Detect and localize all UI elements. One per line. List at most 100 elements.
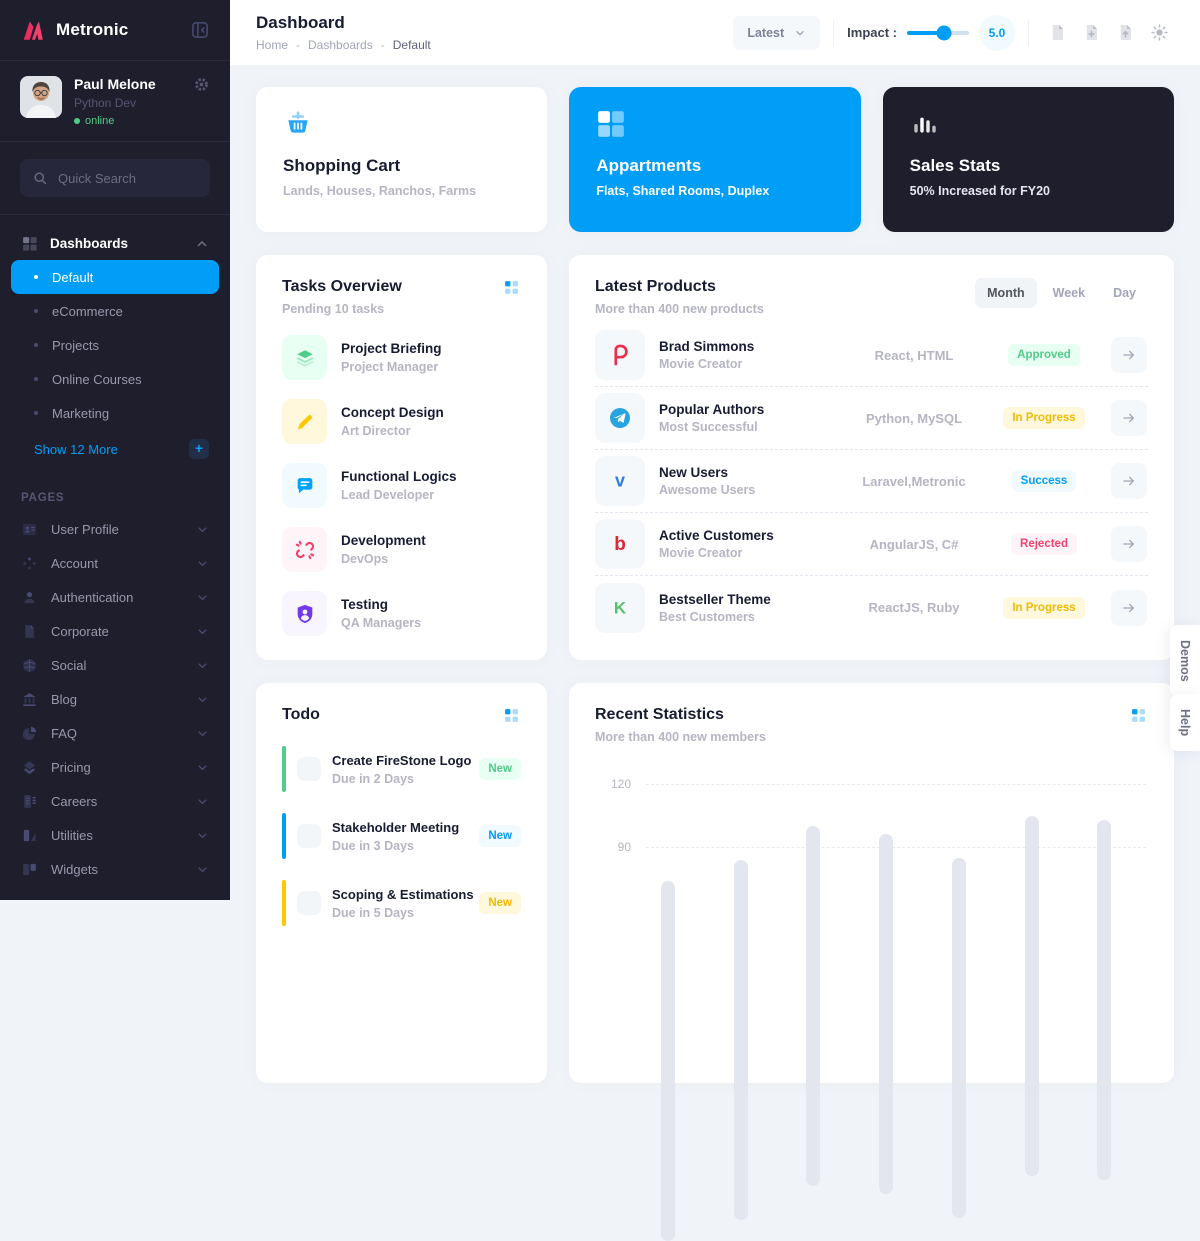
- svg-text:K: K: [614, 598, 627, 617]
- telegram-icon: [595, 393, 645, 443]
- chart-gridline: [646, 784, 1146, 785]
- chevron-down-icon: [196, 523, 209, 536]
- chevron-down-icon: [196, 693, 209, 706]
- todo-title: Todo: [282, 706, 320, 723]
- logo-row: Metronic: [0, 0, 230, 61]
- breadcrumb-item[interactable]: Default: [381, 38, 431, 52]
- card-menu-dots-icon[interactable]: [502, 706, 521, 725]
- arrow-right-icon[interactable]: [1111, 463, 1147, 499]
- help-side-tab[interactable]: Help: [1170, 694, 1200, 752]
- arrow-right-icon[interactable]: [1111, 337, 1147, 373]
- arrow-right-icon[interactable]: [1111, 400, 1147, 436]
- status-badge: Success: [1011, 470, 1077, 492]
- stat-card[interactable]: Shopping Cart Lands, Houses, Ranchos, Fa…: [256, 87, 548, 232]
- stat-card[interactable]: Sales Stats 50% Increased for FY20: [882, 87, 1174, 232]
- sidebar-item[interactable]: Authentication: [11, 580, 219, 614]
- sidebar-item[interactable]: Account: [11, 546, 219, 580]
- chart-gridline: [646, 847, 1146, 848]
- task-title: Testing: [341, 597, 388, 612]
- sidebar-item[interactable]: Pricing: [11, 750, 219, 784]
- sidebar-item[interactable]: Corporate: [11, 614, 219, 648]
- user-profile-card: Paul Melone Python Dev online: [0, 61, 230, 142]
- sidebar-item[interactable]: Utilities: [11, 818, 219, 852]
- product-tech: React, HTML: [874, 347, 954, 363]
- products-range-tab[interactable]: Week: [1041, 278, 1097, 308]
- slider-fill: [907, 30, 945, 35]
- sidebar-subitem[interactable]: Default: [11, 260, 219, 294]
- product-subtitle: Movie Creator: [659, 357, 743, 371]
- impact-value-badge: 5.0: [979, 14, 1015, 51]
- task-title: Development: [341, 533, 426, 548]
- sidebar-subitem[interactable]: Marketing: [11, 396, 219, 430]
- stat-card[interactable]: Appartments Flats, Shared Rooms, Duplex: [569, 87, 861, 232]
- task-subtitle: Lead Developer: [341, 488, 435, 502]
- gear-icon[interactable]: [193, 76, 210, 93]
- chart-bar: [879, 834, 894, 1195]
- sidebar-item[interactable]: Blog: [11, 682, 219, 716]
- todo-item-title: Scoping & Estimations: [332, 886, 474, 902]
- slider-knob[interactable]: [936, 25, 952, 40]
- header: Dashboard Home Dashboards Default Latest I…: [230, 0, 1200, 65]
- sidebar-subitem[interactable]: Projects: [11, 328, 219, 362]
- latest-filter-dropdown[interactable]: Latest: [733, 15, 821, 50]
- chevron-down-icon: [196, 727, 209, 740]
- task-subtitle: QA Managers: [341, 616, 422, 630]
- sidebar-subitem[interactable]: eCommerce: [11, 294, 219, 328]
- sidebar-item[interactable]: FAQ: [11, 716, 219, 750]
- tasks-subtitle: Pending 10 tasks: [282, 302, 385, 316]
- breadcrumb-item[interactable]: Home: [256, 38, 289, 52]
- file-icon[interactable]: [1042, 18, 1072, 48]
- todo-item-due: Due in 3 Days: [332, 838, 414, 853]
- bullet-icon: [34, 309, 38, 313]
- careers-icon: [21, 793, 38, 810]
- svg-text:v: v: [615, 471, 625, 491]
- plurk-icon: [595, 330, 645, 380]
- layers-icon: [282, 335, 327, 380]
- arrow-right-icon[interactable]: [1111, 526, 1147, 562]
- product-title: Active Customers: [659, 528, 774, 543]
- sidebar-item[interactable]: Careers: [11, 784, 219, 818]
- latest-products-card: Latest Products More than 400 new produc…: [569, 255, 1174, 660]
- social-icon: [21, 657, 38, 674]
- product-row: K Bestseller Theme Best Customers ReactJ…: [595, 576, 1148, 639]
- demos-side-tab[interactable]: Demos: [1170, 625, 1200, 697]
- task-title: Project Briefing: [341, 341, 442, 356]
- plus-icon[interactable]: +: [189, 439, 209, 459]
- todo-checkbox[interactable]: [297, 891, 321, 915]
- task-subtitle: Art Director: [341, 424, 411, 438]
- corporate-icon: [21, 623, 38, 640]
- breadcrumb: Home Dashboards Default: [256, 38, 431, 52]
- products-range-tab[interactable]: Month: [975, 278, 1037, 308]
- card-menu-dots-icon[interactable]: [1129, 706, 1148, 725]
- tasks-title: Tasks Overview: [282, 278, 402, 295]
- status-badge: Approved: [1008, 344, 1080, 366]
- sidebar-subitem[interactable]: Online Courses: [11, 362, 219, 396]
- product-subtitle: Movie Creator: [659, 546, 743, 560]
- stat-card-subtitle: 50% Increased for FY20: [909, 184, 1051, 198]
- arrow-right-icon[interactable]: [1111, 589, 1147, 626]
- breadcrumb-item[interactable]: Dashboards: [296, 38, 373, 52]
- todo-checkbox[interactable]: [297, 824, 321, 848]
- sidebar-item[interactable]: User Profile: [11, 512, 219, 546]
- products-range-tab[interactable]: Day: [1101, 278, 1148, 308]
- todo-checkbox[interactable]: [297, 757, 321, 781]
- impact-slider[interactable]: [907, 25, 969, 40]
- file-up-icon[interactable]: [1110, 18, 1140, 48]
- sun-icon[interactable]: [1144, 18, 1174, 48]
- brand-name: Metronic: [56, 20, 129, 39]
- search-input[interactable]: Quick Search: [20, 159, 210, 197]
- statistics-subtitle: More than 400 new members: [595, 730, 766, 744]
- sidebar-item-dashboards[interactable]: Dashboards: [11, 227, 219, 260]
- impact-label: Impact :: [847, 25, 897, 40]
- avatar: [20, 76, 62, 118]
- show-more-link[interactable]: Show 12 More +: [11, 430, 219, 468]
- task-item: Functional Logics Lead Developer: [282, 463, 521, 508]
- sidebar-item[interactable]: Widgets: [11, 852, 219, 886]
- todo-item-due: Due in 2 Days: [332, 771, 414, 786]
- card-menu-dots-icon[interactable]: [502, 278, 521, 297]
- file-plus-icon[interactable]: [1076, 18, 1106, 48]
- sidebar-collapse-button[interactable]: [190, 20, 210, 40]
- user-status: online: [74, 115, 193, 127]
- sidebar-item[interactable]: Social: [11, 648, 219, 682]
- task-title: Concept Design: [341, 405, 444, 420]
